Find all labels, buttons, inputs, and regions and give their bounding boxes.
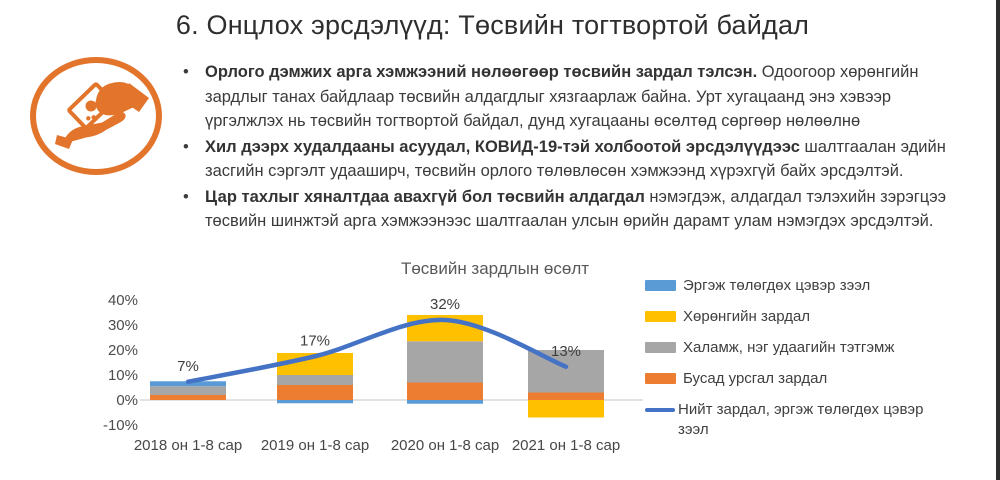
bar-segment: [528, 400, 604, 418]
legend-label: Бусад урсгал зардал: [683, 370, 828, 387]
hand-money-icon-svg: [30, 57, 162, 175]
bar-segment: [277, 400, 353, 404]
legend-color-swatch: [645, 373, 676, 384]
chart-title: Төсвийн зардлын өсөлт: [400, 259, 590, 278]
total-expenditure-line: [185, 317, 569, 384]
y-tick-label: 0%: [116, 392, 138, 409]
y-tick-label: 30%: [108, 317, 138, 334]
screen-edge-strip: [996, 0, 1000, 480]
bar-segment: [150, 395, 226, 400]
legend-color-swatch: [645, 280, 676, 291]
bullet-list: Орлого дэмжих арга хэмжээний нөлөөгөөр т…: [183, 60, 965, 235]
legend-item: Халамж, нэг удаагийн тэтгэмж: [645, 338, 990, 358]
y-tick-label: -10%: [103, 417, 138, 434]
bullet-marker: [183, 60, 205, 134]
data-label: 13%: [551, 343, 581, 360]
bar-segment: [528, 350, 604, 393]
x-axis-label: 2021 он 1-8 сар: [512, 437, 620, 454]
legend-item: Хөрөнгийн зардал: [645, 307, 990, 327]
bar-segment: [277, 375, 353, 385]
data-label: 7%: [177, 358, 199, 375]
data-label: 32%: [430, 296, 460, 313]
bullet-text: Цар тахлыг хяналтдаа авахгүй бол төсвийн…: [205, 185, 965, 234]
bullet-bold-text: Цар тахлыг хяналтдаа авахгүй бол төсвийн…: [205, 187, 645, 206]
bar-segment: [150, 386, 226, 395]
legend-item: Эргэж төлөгдөх цэвэр зээл: [645, 276, 990, 296]
bar-segment: [407, 382, 483, 400]
bullet-marker: [183, 135, 205, 184]
bullet-bold-text: Орлого дэмжих арга хэмжээний нөлөөгөөр т…: [205, 63, 758, 81]
bullet-item: Цар тахлыг хяналтдаа авахгүй бол төсвийн…: [183, 185, 965, 234]
legend-label: Халамж, нэг удаагийн тэтгэмж: [683, 339, 895, 356]
legend-label: Нийт зардал, эргэж төлөгдөх цэвэр зээл: [678, 401, 924, 438]
bar-segment: [528, 392, 604, 400]
legend-label: Эргэж төлөгдөх цэвэр зээл: [683, 277, 871, 294]
legend-color-swatch: [645, 342, 676, 353]
slide-title: 6. Онцлох эрсдэлүүд: Төсвийн тогтвортой …: [175, 10, 810, 40]
bullet-rest-text: нэмэгдэж, алдагдал тэлэхийн зэрэгцээ төс…: [205, 187, 947, 231]
x-axis-label: 2019 он 1-8 сар: [261, 437, 369, 454]
bullet-item: Хил дээрх худалдааны асуудал, КОВИД-19-т…: [183, 135, 965, 184]
bullet-rest-text: шалтгаалан эдийн засгийн сэргэлт удаашир…: [205, 137, 946, 181]
bullet-rest-text: Одоогоор хөрөнгийн зардлыг танах байдлаа…: [205, 63, 919, 130]
expenditure-growth-chart: 40% 30% 20% 10% 0% -10% 7% 17% 32% 13% 2018 он 1-8…: [103, 292, 643, 454]
bar-segment: [277, 385, 353, 400]
y-tick-label: 10%: [108, 367, 138, 384]
hand-money-icon: [28, 56, 168, 180]
legend-label: Хөрөнгийн зардал: [683, 308, 811, 325]
bullet-bold-text: Хил дээрх худалдааны асуудал, КОВИД-19-т…: [205, 137, 800, 156]
bullet-text: Орлого дэмжих арга хэмжээний нөлөөгөөр т…: [205, 60, 965, 134]
legend-item: Нийт зардал, эргэж төлөгдөх цэвэр зээл: [645, 400, 990, 440]
bullet-text: Хил дээрх худалдааны асуудал, КОВИД-19-т…: [205, 135, 965, 184]
chart-legend: Эргэж төлөгдөх цэвэр зээл Хөрөнгийн зарда…: [645, 276, 990, 451]
x-axis-label: 2018 он 1-8 сар: [134, 437, 242, 454]
legend-item: Бусад урсгал зардал: [645, 369, 990, 389]
legend-color-swatch: [645, 311, 676, 322]
bullet-marker: [183, 185, 205, 234]
legend-line-swatch: [645, 408, 675, 412]
data-label: 17%: [300, 332, 330, 349]
bar-segment: [407, 400, 483, 404]
y-tick-label: 20%: [108, 342, 138, 359]
x-axis-label: 2020 он 1-8 сар: [391, 437, 499, 454]
y-tick-label: 40%: [108, 292, 138, 309]
bullet-item: Орлого дэмжих арга хэмжээний нөлөөгөөр т…: [183, 60, 965, 134]
bar-segment: [407, 341, 483, 383]
